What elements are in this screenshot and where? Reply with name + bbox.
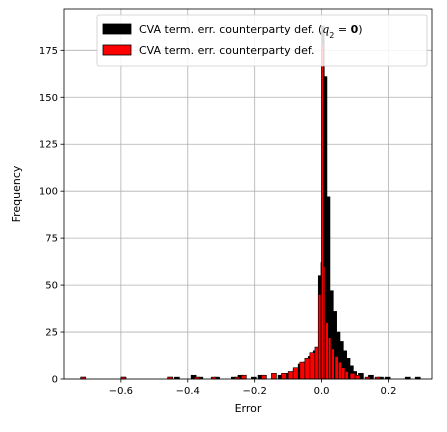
legend-math-bold: 0 bbox=[351, 23, 359, 36]
histogram-bar-red bbox=[241, 374, 247, 380]
histogram-bar-red bbox=[271, 373, 277, 380]
histogram-bar-red bbox=[341, 367, 346, 380]
axis-ticks: −0.6 −0.4 −0.2 0.0 0.2 0 25 50 75 100 125 150 175 bbox=[39, 46, 397, 397]
x-tick-label: −0.6 bbox=[109, 386, 133, 397]
x-tick-label: 0.2 bbox=[381, 386, 397, 397]
y-tick-label: 125 bbox=[39, 140, 58, 151]
x-tick-label: −0.4 bbox=[176, 386, 200, 397]
x-tick-label: 0.0 bbox=[314, 386, 330, 397]
histogram-bar-red bbox=[281, 373, 287, 380]
histogram-bar-red bbox=[331, 348, 335, 380]
y-axis-label: Frequency bbox=[10, 165, 23, 222]
histogram-bar-red bbox=[309, 352, 316, 380]
legend-math-q: q bbox=[322, 23, 329, 36]
histogram-bar-red bbox=[304, 358, 311, 380]
legend-label-counterparty: CVA term. err. counterparty def. bbox=[139, 44, 314, 57]
x-axis-label: Error bbox=[235, 402, 262, 415]
histogram-bar-red bbox=[344, 371, 349, 380]
grid bbox=[64, 9, 432, 380]
histogram-bar-red bbox=[354, 374, 361, 380]
legend-box bbox=[96, 14, 428, 67]
histogram-bar-red bbox=[261, 374, 267, 380]
legend-math-eq: = bbox=[334, 23, 350, 36]
histogram-bar-red bbox=[325, 322, 329, 380]
legend-swatch-red bbox=[102, 44, 132, 56]
legend-math-sub: 2 bbox=[329, 31, 334, 40]
y-tick-label: 0 bbox=[52, 375, 58, 386]
histogram-bar-red bbox=[292, 367, 299, 380]
legend-math-close: ) bbox=[358, 23, 362, 36]
y-tick-label: 100 bbox=[39, 187, 58, 198]
y-tick-label: 25 bbox=[45, 328, 58, 339]
histogram-bar-red bbox=[287, 371, 294, 380]
y-tick-label: 75 bbox=[45, 234, 58, 245]
legend-label-q2-zero: CVA term. err. counterparty def. (q2 = 0… bbox=[139, 23, 363, 40]
histogram-bar-red bbox=[334, 356, 339, 380]
plot-area-frame bbox=[63, 8, 433, 380]
x-tick-label: −0.2 bbox=[243, 386, 267, 397]
legend: CVA term. err. counterparty def. (q2 = 0… bbox=[96, 14, 428, 67]
y-tick-label: 50 bbox=[45, 281, 58, 292]
histogram-bar-red bbox=[322, 266, 326, 380]
histogram-bar-red bbox=[299, 361, 306, 380]
histogram-bar-red bbox=[327, 337, 332, 380]
legend-label-text: CVA term. err. counterparty def. ( bbox=[139, 23, 322, 36]
histogram-bar-red bbox=[314, 346, 319, 380]
histogram-bar-red bbox=[338, 361, 342, 380]
y-tick-label: 175 bbox=[39, 46, 58, 57]
y-tick-label: 150 bbox=[39, 93, 58, 104]
histogram-bar-red bbox=[349, 373, 356, 380]
legend-swatch-black bbox=[102, 23, 132, 35]
